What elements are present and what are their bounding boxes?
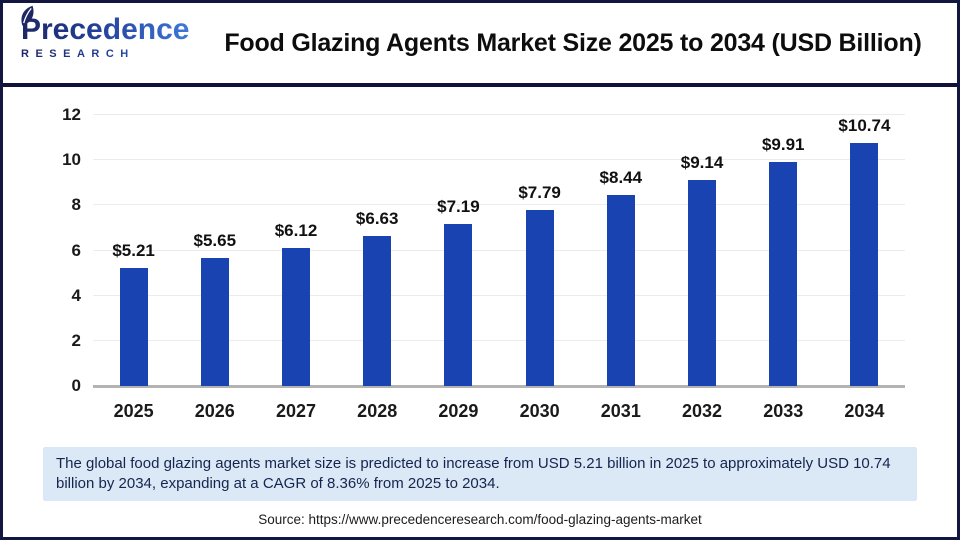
header-divider: [3, 83, 957, 87]
bar: [525, 210, 554, 386]
precedence-research-logo: Precedence RESEARCH: [21, 5, 191, 60]
bar: [850, 143, 879, 386]
x-axis-tick-label: 2034: [844, 401, 885, 421]
gridline: [93, 249, 905, 251]
bar-column: $6.63 2028: [337, 115, 418, 421]
source-line: Source: https://www.precedenceresearch.c…: [258, 512, 702, 527]
bar-value-label: $6.63: [355, 209, 399, 229]
y-axis-tick-label: 10: [62, 150, 81, 170]
x-axis-tick-label: 2030: [519, 401, 560, 421]
bar-value-label: $5.65: [193, 231, 237, 251]
bar: [363, 236, 392, 386]
bar-column: $6.12 2027: [255, 115, 336, 421]
bar: [200, 258, 229, 386]
bar-value-label: $10.74: [838, 116, 891, 136]
bar-value-label: $9.91: [761, 135, 805, 155]
bar: [119, 268, 148, 386]
bars-container: $5.21 2025 $5.65 2026 $6.12 2027 $6.63 2028 $7.1…: [93, 115, 905, 421]
x-axis-tick-label: 2027: [275, 401, 317, 421]
bar: [444, 223, 473, 386]
gridline: [93, 159, 905, 161]
bar-column: $5.21 2025: [93, 115, 174, 421]
x-axis-tick-label: 2026: [194, 401, 235, 421]
gridline: [93, 294, 905, 296]
bar: [282, 247, 310, 386]
bar-value-label: $5.21: [112, 241, 155, 261]
bar-column: $9.14 2032: [661, 115, 742, 421]
y-axis-tick-label: 2: [71, 330, 81, 350]
x-axis-tick-label: 2031: [600, 401, 641, 421]
bar-value-label: $8.44: [599, 168, 643, 188]
y-axis-tick-label: 4: [71, 285, 81, 305]
plot-area: 0 2 4 6 8 10 12 $5.21 2025 $5.65 2026 $6.12 2027 $6.6…: [62, 106, 905, 421]
x-axis-tick-label: 2033: [763, 401, 804, 421]
y-axis-tick-label: 12: [62, 105, 81, 124]
leaf-icon: [21, 5, 34, 26]
x-axis-tick-label: 2029: [438, 401, 479, 421]
logo-subtitle: RESEARCH: [21, 48, 191, 60]
y-axis-tick-label: 0: [71, 376, 81, 395]
bar-value-label: $6.12: [274, 220, 318, 240]
summary-text: The global food glazing agents market si…: [56, 455, 891, 492]
bar-column: $7.19 2029: [418, 115, 499, 421]
bar: [688, 179, 717, 386]
bar-column: $10.74 2034: [824, 115, 905, 421]
x-axis-tick-label: 2028: [357, 401, 398, 421]
summary-note-box: The global food glazing agents market si…: [43, 447, 917, 501]
y-axis-tick-label: 6: [71, 240, 81, 260]
gridline: [93, 339, 905, 341]
bar: [606, 195, 635, 386]
bar-column: $8.44 2031: [580, 115, 661, 421]
bar-value-label: $7.79: [518, 183, 561, 203]
x-axis-tick-label: 2025: [113, 401, 154, 421]
x-axis-line: [93, 385, 905, 388]
chart-title: Food Glazing Agents Market Size 2025 to …: [224, 28, 922, 57]
gridline: [93, 114, 905, 115]
header: Precedence RESEARCH Food Glazing Agents …: [3, 3, 957, 83]
bar-column: $9.91 2033: [743, 115, 824, 421]
bar-column: $5.65 2026: [174, 115, 255, 421]
bar: [769, 162, 798, 386]
y-axis-tick-label: 8: [71, 195, 81, 215]
bar-column: $7.79 2030: [499, 115, 580, 421]
logo-wordmark: Precedence: [21, 13, 190, 46]
bar-value-label: $7.19: [437, 196, 480, 216]
gridline: [93, 204, 905, 206]
x-axis-tick-label: 2032: [681, 401, 723, 421]
bar-value-label: $9.14: [680, 152, 724, 172]
